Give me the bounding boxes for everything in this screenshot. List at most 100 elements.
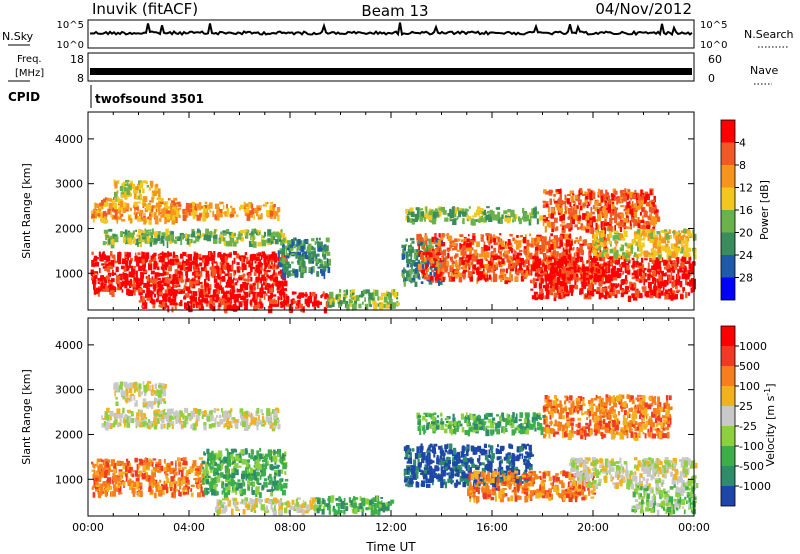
scatter-cell [141, 305, 145, 308]
scatter-cell [316, 300, 320, 307]
scatter-cell [297, 254, 302, 261]
scatter-cell [480, 233, 482, 238]
scatter-cell [462, 270, 468, 273]
scatter-cell [145, 475, 148, 482]
scatter-cell [252, 282, 256, 287]
scatter-cell [581, 276, 584, 279]
scatter-cell [393, 292, 397, 298]
scatter-cell [157, 254, 161, 258]
scatter-cell [119, 285, 122, 290]
scatter-cell [280, 301, 283, 309]
scatter-cell [456, 216, 459, 220]
scatter-cell [293, 237, 296, 244]
scatter-cell [536, 211, 540, 215]
scatter-cell [130, 469, 133, 477]
scatter-cell [561, 251, 566, 257]
scatter-cell [132, 189, 136, 194]
scatter-cell [499, 269, 502, 274]
scatter-cell [279, 269, 283, 273]
scatter-cell [267, 229, 272, 236]
scatter-cell [527, 269, 532, 276]
scatter-cell [324, 245, 329, 252]
scatter-cell [133, 183, 136, 187]
scatter-cell [615, 284, 619, 288]
scatter-cell [175, 488, 179, 492]
scatter-cell [498, 211, 501, 219]
scatter-cell [243, 278, 247, 282]
scatter-cell [561, 277, 566, 280]
scatter-cell [669, 235, 672, 239]
scatter-cell [608, 232, 613, 238]
scatter-cell [688, 263, 692, 270]
scatter-cell [452, 242, 457, 246]
scatter-cell [183, 285, 187, 290]
nsearch-label: N.Search [744, 28, 794, 41]
scatter-cell [512, 257, 517, 261]
scatter-cell [269, 274, 274, 280]
scatter-cell [654, 257, 658, 260]
scatter-cell [138, 201, 141, 204]
scatter-cell [483, 212, 487, 215]
scatter-cell [612, 268, 616, 272]
scatter-cell [184, 267, 188, 271]
scatter-cell [346, 304, 350, 311]
scatter-cell [509, 247, 512, 252]
scatter-cell [162, 302, 166, 310]
scatter-cell [600, 267, 604, 270]
scatter-cell [602, 281, 606, 285]
scatter-cell [597, 202, 602, 207]
scatter-cell [541, 272, 546, 276]
scatter-cell [172, 211, 177, 215]
scatter-cell [117, 180, 120, 184]
scatter-cell [277, 291, 280, 294]
scatter-cell [646, 230, 648, 237]
scatter-cell [638, 196, 642, 201]
scatter-cell [689, 279, 694, 287]
scatter-cell [675, 286, 678, 290]
scatter-cell [322, 265, 327, 272]
scatter-cell [96, 461, 99, 468]
scatter-cell [117, 255, 122, 262]
scatter-cell [165, 486, 168, 494]
scatter-cell [575, 214, 579, 221]
scatter-cell [164, 293, 169, 297]
scatter-cell [146, 281, 150, 284]
scatter-cell [293, 270, 296, 274]
scatter-cell [117, 216, 122, 220]
scatter-cell [623, 192, 626, 196]
scatter-cell [534, 238, 536, 245]
scatter-cell [243, 296, 247, 301]
scatter-cell [548, 215, 552, 219]
scatter-cell [113, 215, 118, 219]
scatter-cell [561, 289, 564, 292]
scatter-cell [559, 200, 563, 205]
scatter-cell [509, 233, 513, 237]
scatter-cell [603, 250, 608, 253]
scatter-cell [125, 260, 129, 264]
scatter-cell [339, 301, 342, 307]
scatter-cell [213, 276, 218, 283]
scatter-cell [182, 288, 185, 291]
scatter-cell [631, 293, 636, 299]
scatter-cell [190, 484, 195, 487]
scatter-cell [118, 473, 123, 478]
scatter-cell [246, 256, 249, 262]
scatter-cell [629, 287, 634, 290]
scatter-cell [178, 467, 181, 471]
scatter-cell [292, 291, 297, 295]
scatter-cell [98, 211, 103, 219]
scatter-cell [564, 243, 567, 246]
scatter-cell [282, 288, 287, 292]
scatter-cell [104, 277, 108, 284]
scatter-cell [650, 292, 652, 296]
scatter-cell [606, 265, 609, 273]
scatter-cell [165, 252, 167, 257]
scatter-cell [126, 280, 130, 286]
scatter-cell [236, 256, 239, 259]
scatter-cell [639, 268, 642, 275]
scatter-cell [597, 268, 601, 274]
scatter-cell [629, 205, 632, 209]
scatter-cell [271, 294, 277, 297]
scatter-cell [224, 256, 227, 262]
scatter-cell [159, 479, 162, 483]
